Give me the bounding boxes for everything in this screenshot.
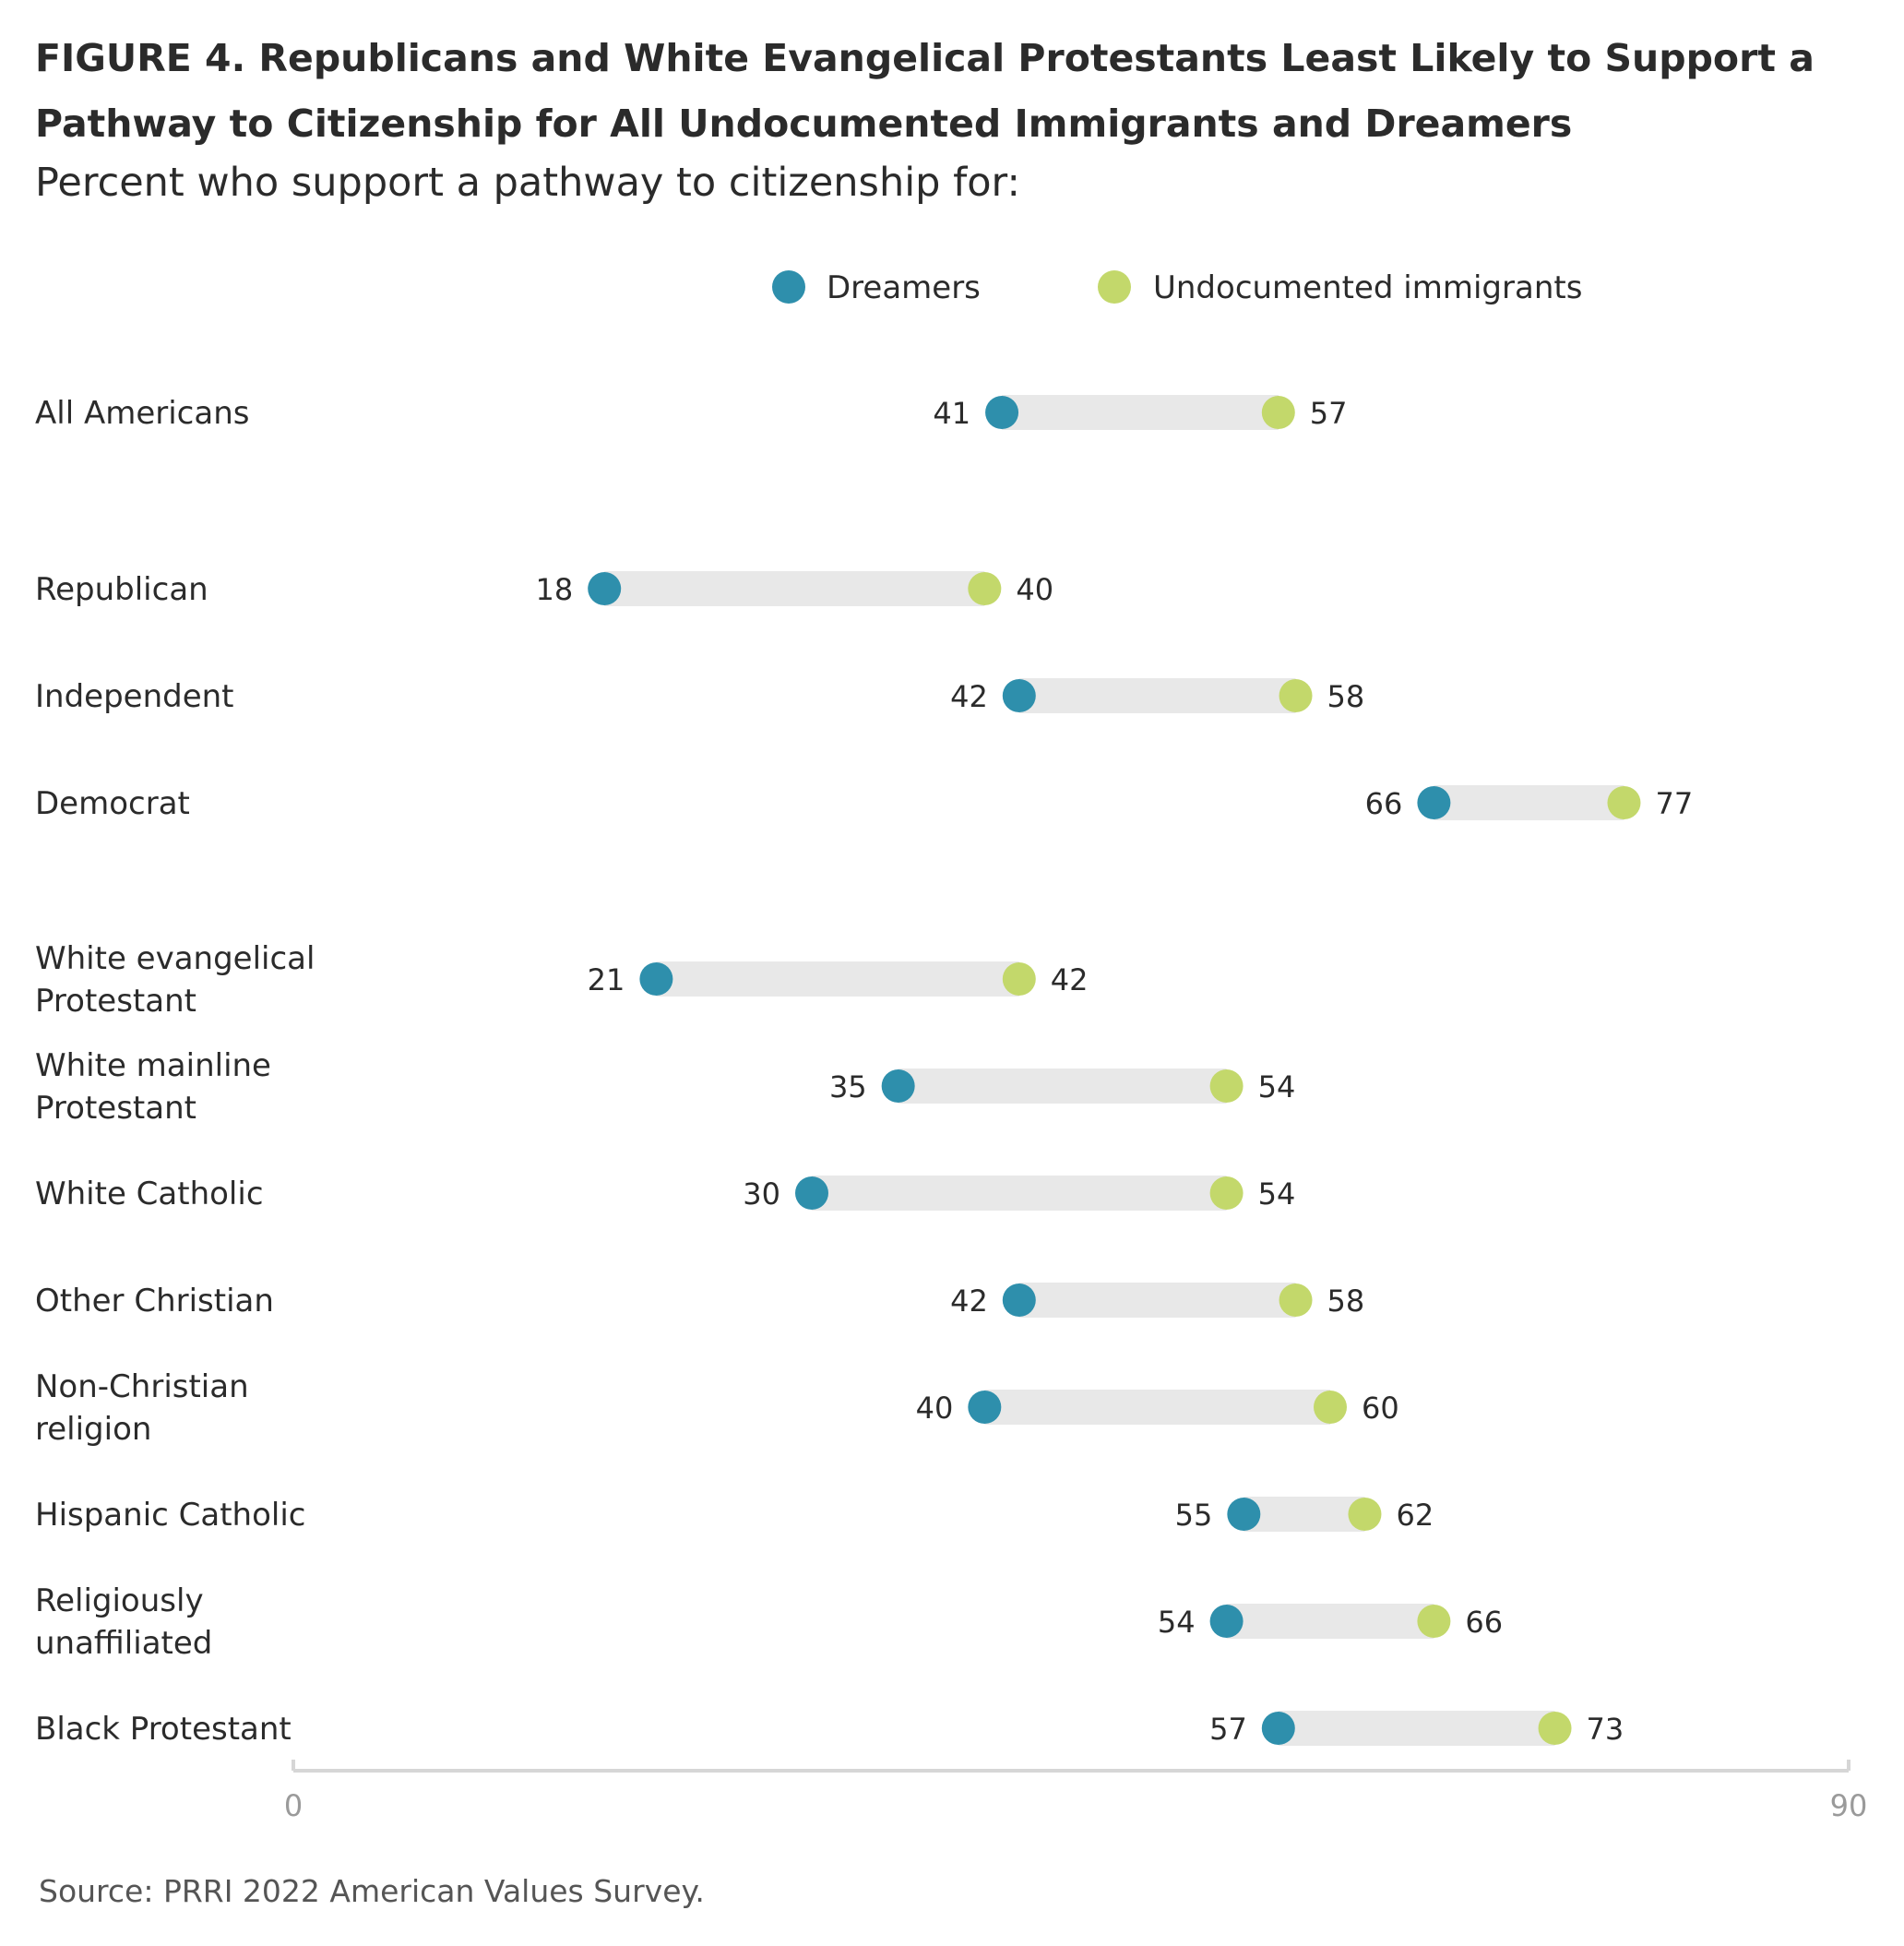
connector-bar: [1434, 785, 1624, 820]
undocumented-point: [1417, 1605, 1451, 1638]
connector-bar: [1226, 1604, 1434, 1639]
undocumented-value-label: 58: [1327, 1283, 1365, 1319]
dreamers-value-label: 35: [829, 1069, 867, 1104]
connector-bar: [898, 1069, 1227, 1104]
category-label: unaffiliated: [35, 1625, 212, 1662]
dreamers-point: [588, 572, 622, 605]
dreamers-point: [881, 1069, 915, 1103]
connector-bar: [1018, 1283, 1296, 1318]
undocumented-value-label: 66: [1465, 1605, 1503, 1640]
x-tick-label: 0: [284, 1788, 303, 1823]
category-label: religion: [35, 1411, 151, 1448]
dreamers-point: [1002, 679, 1036, 712]
undocumented-value-label: 57: [1310, 396, 1348, 431]
undocumented-point: [1538, 1712, 1572, 1745]
connector-bar: [604, 571, 985, 606]
dreamers-value-label: 54: [1158, 1605, 1196, 1640]
undocumented-point: [1279, 1283, 1313, 1317]
category-label: Black Protestant: [35, 1711, 292, 1748]
undocumented-point: [968, 572, 1002, 605]
undocumented-value-label: 77: [1655, 786, 1693, 821]
dreamers-point: [639, 962, 673, 996]
undocumented-value-label: 62: [1396, 1498, 1434, 1533]
undocumented-value-label: 42: [1051, 962, 1089, 997]
undocumented-point: [1607, 786, 1641, 819]
category-label: Religiously: [35, 1582, 204, 1619]
category-label: Independent: [35, 678, 234, 715]
undocumented-point: [1348, 1498, 1382, 1531]
undocumented-point: [1002, 962, 1036, 996]
category-label: Protestant: [35, 1090, 196, 1127]
undocumented-point: [1209, 1176, 1244, 1210]
undocumented-value-label: 60: [1362, 1391, 1399, 1426]
undocumented-point: [1209, 1069, 1244, 1103]
dreamers-point: [1261, 1712, 1295, 1745]
dreamers-point: [795, 1176, 828, 1210]
undocumented-value-label: 54: [1258, 1176, 1296, 1212]
category-label: Hispanic Catholic: [35, 1497, 305, 1534]
legend-label-dreamers: Dreamers: [827, 269, 981, 306]
dreamers-point: [968, 1391, 1002, 1424]
x-tick-label: 90: [1830, 1788, 1868, 1823]
legend-marker-undocumented: [1098, 270, 1131, 304]
undocumented-value-label: 54: [1258, 1069, 1296, 1104]
undocumented-point: [1279, 679, 1313, 712]
source-note: Source: PRRI 2022 American Values Survey…: [39, 1873, 705, 1909]
undocumented-point: [1261, 396, 1295, 429]
undocumented-value-label: 58: [1327, 679, 1365, 714]
dreamers-point: [985, 396, 1019, 429]
category-label: White evangelical: [35, 940, 315, 977]
legend-label-undocumented: Undocumented immigrants: [1153, 269, 1582, 306]
category-label: All Americans: [35, 395, 249, 432]
connector-bar: [984, 1390, 1330, 1425]
dreamers-value-label: 42: [950, 1283, 988, 1319]
undocumented-value-label: 73: [1587, 1712, 1624, 1747]
dreamers-value-label: 40: [916, 1391, 954, 1426]
connector-bar: [812, 1176, 1227, 1211]
legend-marker-dreamers: [772, 270, 805, 304]
dreamers-value-label: 66: [1365, 786, 1403, 821]
undocumented-value-label: 40: [1016, 572, 1053, 607]
dreamers-point: [1209, 1605, 1244, 1638]
category-label: Republican: [35, 571, 208, 608]
dreamers-point: [1002, 1283, 1036, 1317]
dreamers-point: [1417, 786, 1451, 819]
dreamers-point: [1227, 1498, 1261, 1531]
dreamers-value-label: 41: [933, 396, 970, 431]
dreamers-value-label: 18: [535, 572, 573, 607]
connector-bar: [1002, 395, 1279, 430]
dreamers-value-label: 55: [1175, 1498, 1213, 1533]
connector-bar: [1244, 1497, 1365, 1532]
undocumented-point: [1314, 1391, 1347, 1424]
category-label: Democrat: [35, 785, 190, 822]
dreamers-value-label: 21: [588, 962, 625, 997]
dreamers-value-label: 42: [950, 679, 988, 714]
chart-title: FIGURE 4. Republicans and White Evangeli…: [35, 36, 1815, 146]
category-label: White mainline: [35, 1047, 271, 1084]
category-label: Other Christian: [35, 1283, 274, 1319]
category-label: Non-Christian: [35, 1368, 249, 1405]
category-label: White Catholic: [35, 1176, 264, 1212]
connector-bar: [656, 961, 1019, 997]
connector-bar: [1278, 1711, 1555, 1746]
chart-subtitle: Percent who support a pathway to citizen…: [35, 160, 1020, 206]
dreamers-value-label: 30: [743, 1176, 780, 1212]
connector-bar: [1018, 678, 1296, 713]
category-label: Protestant: [35, 983, 196, 1020]
dreamers-value-label: 57: [1209, 1712, 1247, 1747]
